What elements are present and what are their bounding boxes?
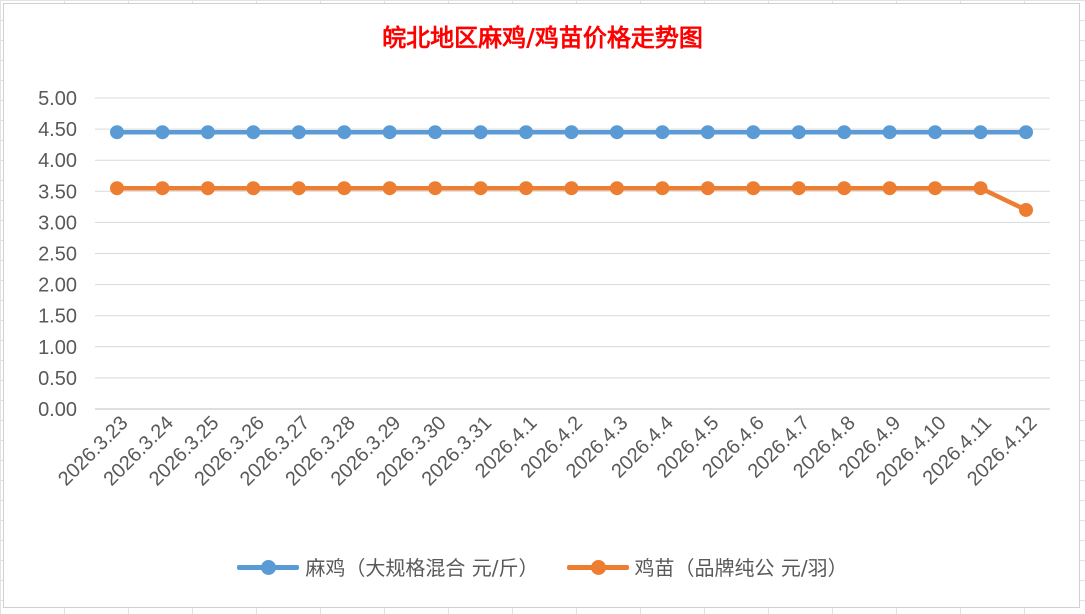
legend-swatch-series-1 — [237, 557, 300, 577]
legend-item-series-1: 麻鸡（大规格混合 元/斤） — [237, 552, 539, 581]
data-point-series-2 — [337, 181, 352, 196]
data-point-series-1 — [609, 125, 624, 140]
data-point-series-1 — [382, 125, 397, 140]
data-point-series-2 — [746, 181, 761, 196]
data-point-series-2 — [837, 181, 852, 196]
data-point-series-2 — [564, 181, 579, 196]
data-point-series-2 — [791, 181, 806, 196]
legend-label-series-1: 麻鸡（大规格混合 元/斤） — [305, 556, 539, 580]
y-tick-label: 1.00 — [38, 337, 77, 359]
data-point-series-1 — [473, 125, 488, 140]
y-tick-label: 3.50 — [38, 181, 77, 203]
legend-swatch-series-2 — [566, 557, 629, 577]
data-point-series-2 — [155, 181, 170, 196]
y-tick-label: 2.50 — [38, 244, 77, 266]
y-tick-label: 0.50 — [38, 368, 77, 390]
chart-title: 皖北地区麻鸡/鸡苗价格走势图 — [382, 23, 703, 52]
y-tick-label: 4.00 — [38, 150, 77, 172]
data-point-series-1 — [246, 125, 261, 140]
data-point-series-1 — [882, 125, 897, 140]
data-point-series-2 — [973, 181, 988, 196]
data-point-series-2 — [246, 181, 261, 196]
legend-item-series-2: 鸡苗（品牌纯公 元/羽） — [566, 552, 848, 581]
data-point-series-1 — [337, 125, 352, 140]
data-point-series-1 — [519, 125, 534, 140]
data-point-series-2 — [382, 181, 397, 196]
data-point-series-2 — [200, 181, 215, 196]
data-point-series-2 — [1019, 202, 1033, 217]
y-tick-label: 3.00 — [38, 212, 77, 234]
data-point-series-1 — [973, 125, 988, 140]
y-tick-label: 1.50 — [38, 306, 77, 328]
data-point-series-1 — [1019, 125, 1033, 140]
chart-area[interactable] — [3, 3, 1080, 608]
data-point-series-2 — [519, 181, 534, 196]
data-point-series-1 — [155, 125, 170, 140]
data-point-series-1 — [200, 125, 215, 140]
legend: 麻鸡（大规格混合 元/斤） 鸡苗（品牌纯公 元/羽） — [0, 552, 1085, 581]
data-point-series-1 — [655, 125, 670, 140]
y-tick-label: 4.50 — [38, 119, 77, 141]
data-point-series-1 — [928, 125, 943, 140]
data-point-series-1 — [837, 125, 852, 140]
data-point-series-1 — [564, 125, 579, 140]
data-point-series-1 — [428, 125, 443, 140]
data-point-series-2 — [655, 181, 670, 196]
y-tick-label: 0.00 — [38, 399, 77, 421]
data-point-series-2 — [882, 181, 897, 196]
data-point-series-1 — [746, 125, 761, 140]
data-point-series-2 — [428, 181, 443, 196]
legend-label-series-2: 鸡苗（品牌纯公 元/羽） — [634, 556, 848, 580]
data-point-series-2 — [473, 181, 488, 196]
y-tick-label: 5.00 — [38, 88, 77, 110]
data-point-series-1 — [700, 125, 715, 140]
data-point-series-2 — [291, 181, 306, 196]
data-point-series-2 — [928, 181, 943, 196]
data-point-series-1 — [110, 125, 124, 140]
data-point-series-2 — [700, 181, 715, 196]
data-point-series-2 — [609, 181, 624, 196]
data-point-series-1 — [791, 125, 806, 140]
y-tick-label: 2.00 — [38, 275, 77, 297]
data-point-series-1 — [291, 125, 306, 140]
data-point-series-2 — [110, 181, 124, 196]
